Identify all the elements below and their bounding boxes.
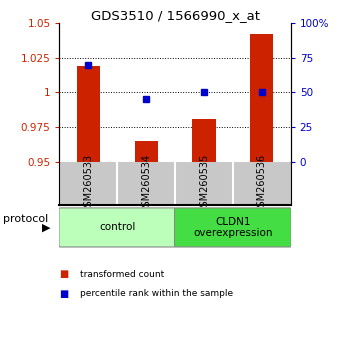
Text: GSM260533: GSM260533	[83, 154, 94, 213]
FancyBboxPatch shape	[174, 208, 291, 247]
FancyBboxPatch shape	[59, 208, 176, 247]
Bar	[192, 119, 216, 162]
Text: GSM260536: GSM260536	[257, 154, 267, 213]
Text: ■: ■	[59, 289, 69, 299]
Bar	[250, 34, 273, 162]
Text: ■: ■	[59, 269, 69, 279]
Text: protocol: protocol	[3, 214, 49, 224]
Text: CLDN1
overexpression: CLDN1 overexpression	[193, 217, 273, 238]
Text: GSM260534: GSM260534	[141, 154, 151, 213]
Text: percentile rank within the sample: percentile rank within the sample	[80, 289, 233, 298]
Text: ▶: ▶	[41, 222, 50, 233]
Text: GSM260535: GSM260535	[199, 154, 209, 213]
Title: GDS3510 / 1566990_x_at: GDS3510 / 1566990_x_at	[90, 9, 260, 22]
Bar	[135, 141, 158, 162]
Bar	[77, 66, 100, 162]
Text: control: control	[99, 222, 135, 233]
Text: transformed count: transformed count	[80, 270, 164, 279]
